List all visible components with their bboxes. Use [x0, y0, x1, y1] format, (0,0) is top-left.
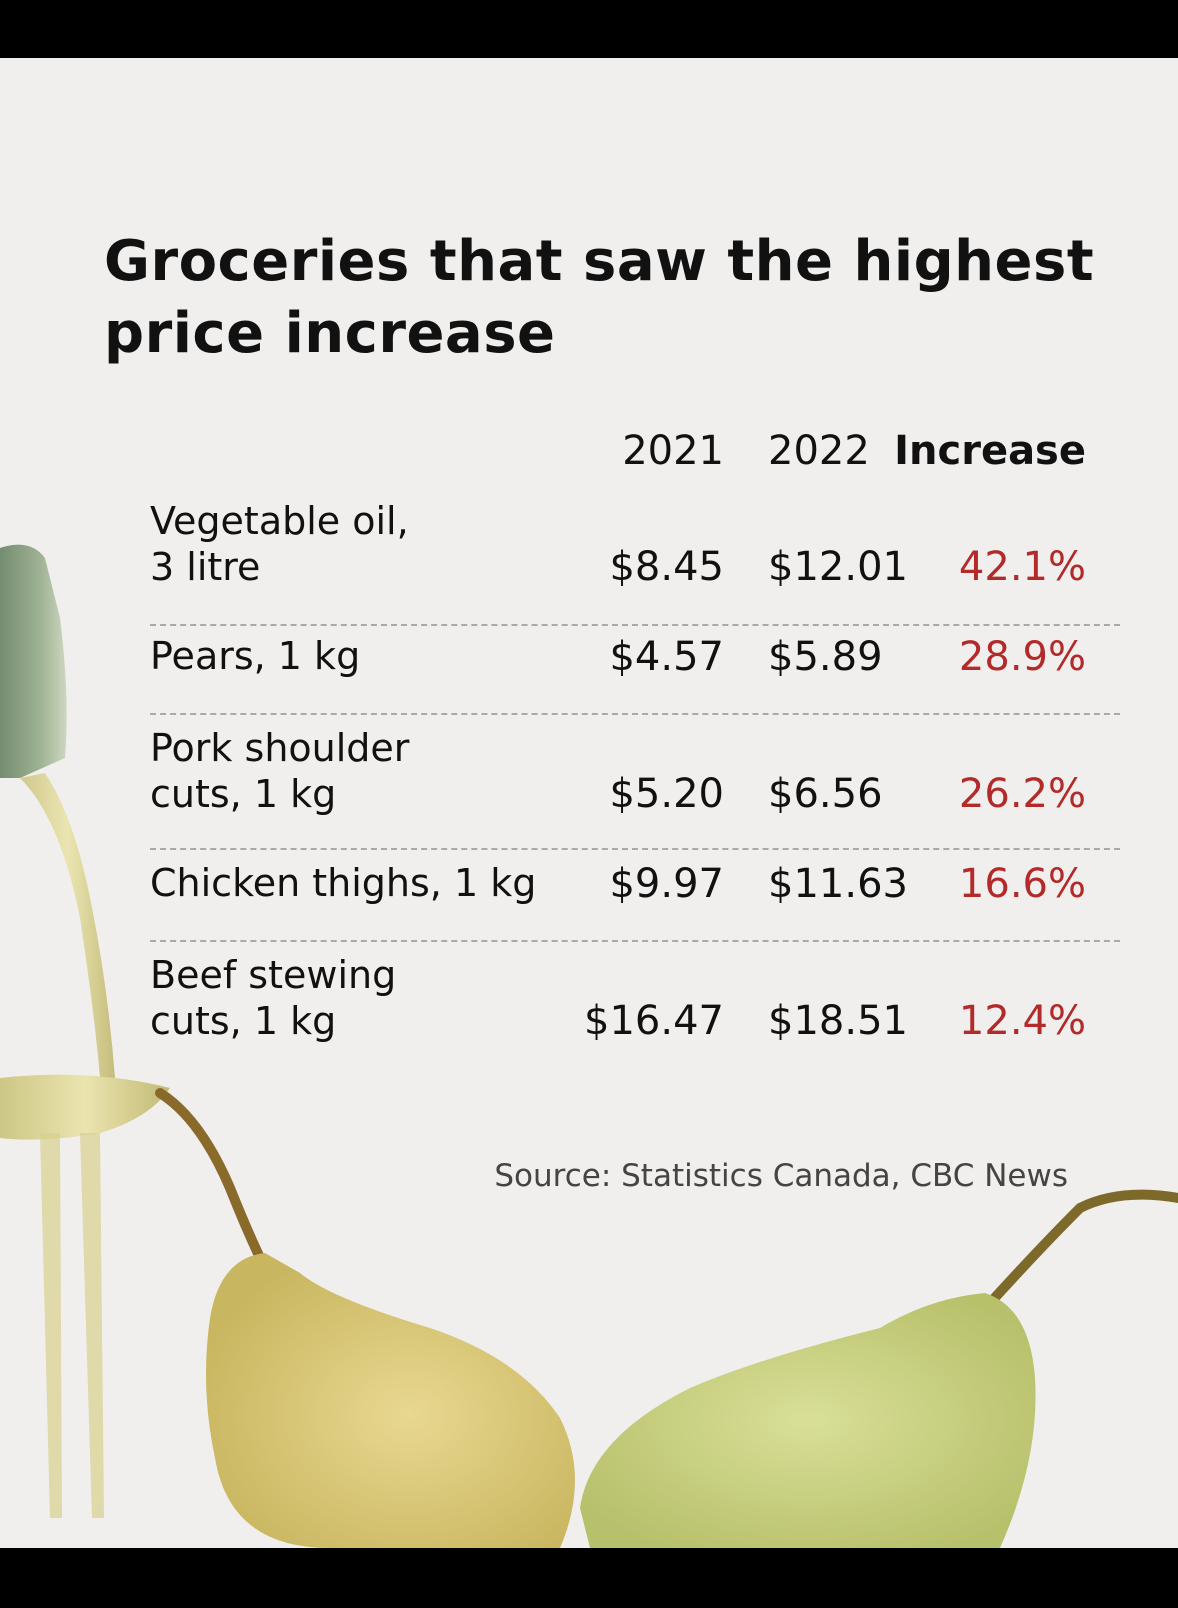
price-2021-cell: $16.47	[584, 998, 724, 1044]
oil-stream	[20, 773, 115, 1078]
row-item-label: Pork shoulder cuts, 1 kg	[150, 725, 580, 817]
column-header-2021: 2021	[622, 428, 724, 474]
price-2021-cell: $9.97	[609, 861, 724, 907]
increase-cell: 16.6%	[958, 861, 1086, 907]
row-divider	[150, 713, 1120, 715]
price-2022-cell: $12.01	[768, 544, 908, 590]
row-divider	[150, 940, 1120, 942]
row-item-line: cuts, 1 kg	[150, 999, 337, 1043]
increase-cell: 12.4%	[958, 998, 1086, 1044]
pear-right-stem	[985, 1189, 1178, 1308]
increase-cell: 28.9%	[958, 634, 1086, 680]
row-item-line: Beef stewing	[150, 953, 397, 997]
pear-left	[206, 1253, 575, 1548]
oil-bottle	[0, 544, 67, 778]
column-header-2022: 2022	[768, 428, 870, 474]
price-2022-cell: $5.89	[768, 634, 883, 680]
increase-cell: 42.1%	[958, 544, 1086, 590]
chart-title: Groceries that saw the highest price inc…	[104, 229, 1095, 366]
row-item-line: Pork shoulder	[150, 726, 410, 770]
price-2021-cell: $5.20	[609, 771, 724, 817]
price-2021-cell: $4.57	[609, 634, 724, 680]
row-item-line: Vegetable oil,	[150, 499, 409, 543]
oil-drips	[40, 1133, 104, 1518]
row-item-label: Vegetable oil, 3 litre	[150, 498, 580, 590]
oil-spoon	[0, 1074, 170, 1140]
pear-right	[580, 1293, 1036, 1548]
price-2021-cell: $8.45	[609, 544, 724, 590]
column-header-increase: Increase	[894, 428, 1086, 474]
price-2022-cell: $6.56	[768, 771, 883, 817]
row-item-line: Chicken thighs, 1 kg	[150, 861, 537, 905]
increase-cell: 26.2%	[958, 771, 1086, 817]
source-note: Source: Statistics Canada, CBC News	[494, 1158, 1068, 1194]
price-2022-cell: $18.51	[768, 998, 908, 1044]
row-item-line: cuts, 1 kg	[150, 772, 337, 816]
row-divider	[150, 624, 1120, 626]
row-item-label: Beef stewing cuts, 1 kg	[150, 952, 580, 1044]
row-divider	[150, 848, 1120, 850]
row-item-line: Pears, 1 kg	[150, 634, 361, 678]
background-photo	[0, 544, 1178, 1548]
pear-left-stem	[155, 1088, 270, 1273]
row-item-line: 3 litre	[150, 545, 261, 589]
row-item-label: Pears, 1 kg	[150, 633, 580, 679]
row-item-label: Chicken thighs, 1 kg	[150, 860, 610, 906]
price-2022-cell: $11.63	[768, 861, 908, 907]
infographic-card: Groceries that saw the highest price inc…	[0, 58, 1178, 1548]
